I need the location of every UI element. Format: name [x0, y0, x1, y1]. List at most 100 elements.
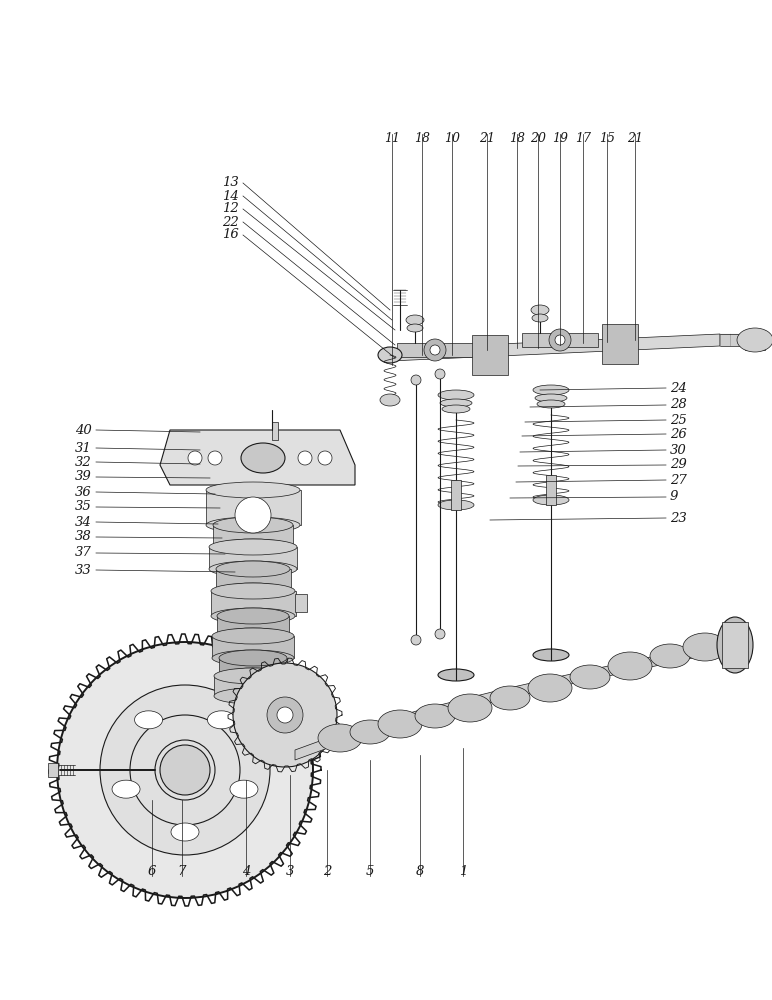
Text: 20: 20 [530, 132, 546, 145]
Text: 1: 1 [459, 865, 467, 878]
Text: 21: 21 [627, 132, 643, 145]
Ellipse shape [650, 644, 690, 668]
Ellipse shape [206, 517, 300, 533]
Text: 32: 32 [75, 456, 92, 468]
Text: 31: 31 [75, 442, 92, 454]
Text: 14: 14 [222, 190, 239, 202]
Ellipse shape [209, 561, 297, 577]
Ellipse shape [570, 665, 610, 689]
Polygon shape [295, 640, 730, 760]
Ellipse shape [438, 669, 474, 681]
Ellipse shape [537, 400, 565, 408]
Ellipse shape [535, 394, 567, 402]
Circle shape [160, 745, 210, 795]
Polygon shape [390, 334, 720, 361]
Circle shape [411, 375, 421, 385]
Ellipse shape [318, 724, 362, 752]
Polygon shape [160, 430, 355, 485]
Ellipse shape [209, 539, 297, 555]
Text: 4: 4 [242, 865, 250, 878]
Bar [219, 658, 287, 676]
Bar [214, 676, 292, 696]
Ellipse shape [531, 305, 549, 315]
Circle shape [57, 642, 313, 898]
Ellipse shape [350, 720, 390, 744]
Text: 26: 26 [670, 428, 687, 440]
Text: 37: 37 [75, 546, 92, 560]
Text: 34: 34 [75, 516, 92, 528]
Text: 17: 17 [575, 132, 591, 145]
Text: 13: 13 [222, 176, 239, 190]
Polygon shape [397, 343, 473, 357]
Text: 24: 24 [670, 381, 687, 394]
Ellipse shape [112, 780, 140, 798]
Ellipse shape [211, 583, 295, 599]
Ellipse shape [438, 390, 474, 400]
Text: 39: 39 [75, 471, 92, 484]
Ellipse shape [737, 328, 772, 352]
Ellipse shape [213, 539, 293, 555]
Ellipse shape [219, 668, 287, 684]
Ellipse shape [171, 823, 199, 841]
Ellipse shape [533, 385, 569, 395]
Ellipse shape [438, 500, 474, 510]
Ellipse shape [214, 668, 292, 684]
Ellipse shape [213, 517, 293, 533]
Text: 28: 28 [670, 398, 687, 412]
Ellipse shape [217, 628, 289, 644]
Ellipse shape [212, 650, 294, 666]
Ellipse shape [216, 583, 290, 599]
Text: 7: 7 [178, 865, 186, 878]
Ellipse shape [212, 628, 294, 644]
Ellipse shape [532, 314, 548, 322]
Bar [295, 594, 307, 612]
Circle shape [430, 345, 440, 355]
Ellipse shape [216, 561, 290, 577]
Circle shape [411, 635, 421, 645]
Text: 11: 11 [384, 132, 400, 145]
Ellipse shape [415, 704, 455, 728]
Ellipse shape [378, 347, 402, 363]
Circle shape [233, 663, 337, 767]
Bar [602, 324, 638, 364]
Text: 16: 16 [222, 229, 239, 241]
Ellipse shape [378, 710, 422, 738]
Bar [213, 525, 293, 547]
Bar [722, 622, 748, 668]
Ellipse shape [214, 688, 292, 704]
Text: 22: 22 [222, 216, 239, 229]
Text: 2: 2 [323, 865, 331, 878]
Circle shape [549, 329, 571, 351]
Ellipse shape [208, 711, 235, 729]
Circle shape [267, 697, 303, 733]
Text: 9: 9 [670, 490, 679, 504]
Text: 6: 6 [147, 865, 156, 878]
Circle shape [235, 497, 271, 533]
Bar [272, 422, 278, 440]
Bar [216, 569, 291, 591]
Ellipse shape [219, 650, 287, 666]
Ellipse shape [217, 608, 289, 624]
Ellipse shape [528, 674, 572, 702]
Circle shape [555, 335, 565, 345]
Ellipse shape [533, 495, 569, 505]
Ellipse shape [490, 686, 530, 710]
Ellipse shape [380, 394, 400, 406]
Bar [211, 591, 296, 616]
Ellipse shape [440, 399, 472, 407]
Text: 10: 10 [444, 132, 460, 145]
Circle shape [188, 451, 202, 465]
Text: 19: 19 [552, 132, 568, 145]
Ellipse shape [448, 694, 492, 722]
Bar [546, 475, 556, 505]
Circle shape [298, 451, 312, 465]
Circle shape [435, 369, 445, 379]
Ellipse shape [241, 443, 285, 473]
Ellipse shape [206, 482, 300, 498]
Ellipse shape [533, 649, 569, 661]
Circle shape [277, 707, 293, 723]
Circle shape [208, 451, 222, 465]
Text: 25: 25 [670, 414, 687, 426]
Text: 40: 40 [75, 424, 92, 436]
Polygon shape [522, 333, 598, 347]
